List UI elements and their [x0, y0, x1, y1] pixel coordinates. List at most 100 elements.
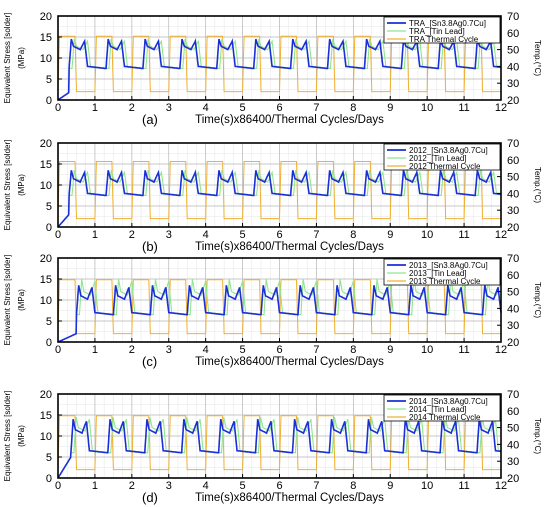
x-tick-label: 4 — [203, 480, 209, 492]
y2-tick-label: 70 — [507, 138, 519, 150]
x-tick-label: 7 — [313, 344, 319, 356]
legend-entry: 2014 Thermal Cycle — [409, 413, 481, 422]
y-tick-label: 0 — [46, 337, 52, 349]
x-tick-label: 5 — [240, 480, 246, 492]
y-tick-label: 20 — [40, 253, 52, 265]
legend-entry: 2014_[Tin Lead] — [409, 405, 467, 414]
x-axis-title: Time(s)x86400/Thermal Cycles/Days — [195, 241, 384, 253]
y-tick-label: 10 — [40, 180, 52, 192]
y-tick-label: 15 — [40, 274, 52, 286]
legend-entry: 2012 Thermal Cycle — [409, 162, 481, 171]
x-tick-label: 12 — [495, 344, 507, 356]
x-tick-label: 7 — [313, 480, 319, 492]
x-tick-label: 3 — [166, 102, 172, 114]
y2-axis-title: Temp.(°C) — [533, 40, 542, 76]
chart-panel-3: 0 1 2 3 4 5 6 7 8 9 10 11 1205101520203040506070Equi… — [3, 253, 542, 369]
legend-entry: TRA Thermal Cycle — [409, 35, 479, 44]
panel-label: (d) — [142, 490, 158, 505]
y2-tick-label: 70 — [507, 389, 519, 401]
x-tick-label: 10 — [421, 229, 433, 241]
y-axis-title: Equivalent Stress [solder] — [3, 391, 12, 482]
x-axis-title: Time(s)x86400/Thermal Cycles/Days — [195, 114, 384, 126]
x-tick-label: 9 — [387, 480, 393, 492]
x-tick-label: 6 — [276, 229, 282, 241]
x-tick-label: 5 — [240, 102, 246, 114]
y-tick-label: 15 — [40, 410, 52, 422]
y2-tick-label: 20 — [507, 473, 519, 485]
chart-panel-1: 0 1 2 3 4 5 6 7 8 9 10 11 1205101520203040506070Equi… — [3, 11, 542, 127]
x-tick-label: 7 — [313, 102, 319, 114]
y2-tick-label: 20 — [507, 337, 519, 349]
y-axis-unit: (MPa) — [17, 174, 26, 196]
x-tick-label: 1 — [92, 102, 98, 114]
series-line-2014-thermal-cycle — [57, 415, 501, 471]
legend-entry: 2013_[Tin Lead] — [409, 269, 467, 278]
y-tick-label: 5 — [46, 316, 52, 328]
x-tick-label: 8 — [350, 229, 356, 241]
y-tick-label: 0 — [46, 473, 52, 485]
y-axis-title: Equivalent Stress [solder] — [3, 13, 12, 104]
x-tick-label: 2 — [129, 344, 135, 356]
x-tick-label: 11 — [458, 229, 469, 241]
x-tick-label: 8 — [350, 344, 356, 356]
y-axis-title: Equivalent Stress [solder] — [3, 140, 12, 231]
x-tick-label: 11 — [458, 344, 469, 356]
y-tick-label: 20 — [40, 138, 52, 150]
x-tick-label: 2 — [129, 229, 135, 241]
series-line-2012-thermal-cycle — [57, 161, 501, 220]
y2-axis-title: Temp.(°C) — [533, 167, 542, 203]
x-tick-label: 12 — [495, 480, 507, 492]
x-tick-label: 12 — [495, 229, 507, 241]
x-tick-label: 3 — [166, 229, 172, 241]
y-tick-label: 10 — [40, 431, 52, 443]
legend: 2014_[Sn3.8Ag0.7Cu]2014_[Tin Lead]2014 T… — [383, 394, 501, 422]
y2-tick-label: 60 — [507, 28, 519, 40]
y2-tick-label: 30 — [507, 320, 519, 332]
legend-entry: 2013_[Sn3.8Ag0.7Cu] — [409, 261, 488, 270]
x-tick-label: 2 — [129, 102, 135, 114]
panel-label: (a) — [142, 112, 158, 127]
x-tick-label: 1 — [92, 344, 98, 356]
x-tick-label: 6 — [276, 480, 282, 492]
legend-entry: TRA_[Tin Lead] — [409, 27, 465, 36]
x-tick-label: 1 — [92, 229, 98, 241]
y2-tick-label: 70 — [507, 11, 519, 23]
y2-tick-label: 50 — [507, 287, 519, 299]
x-tick-label: 11 — [458, 480, 469, 492]
x-tick-label: 2 — [129, 480, 135, 492]
y-tick-label: 5 — [46, 452, 52, 464]
x-tick-label: 6 — [276, 344, 282, 356]
series-line-tra-sn3-8ag0-7cu- — [57, 38, 501, 101]
legend-entry: 2012_[Sn3.8Ag0.7Cu] — [409, 146, 488, 155]
y-tick-label: 0 — [46, 222, 52, 234]
y-axis-title: Equivalent Stress [solder] — [3, 255, 12, 346]
y-tick-label: 15 — [40, 159, 52, 171]
x-tick-label: 8 — [350, 480, 356, 492]
y2-tick-label: 20 — [507, 95, 519, 107]
x-tick-label: 3 — [166, 344, 172, 356]
x-tick-label: 5 — [240, 344, 246, 356]
x-tick-label: 0 — [55, 102, 61, 114]
series-line-2014-sn3-8ag0-7cu- — [57, 419, 501, 479]
x-tick-label: 4 — [203, 229, 209, 241]
y2-tick-label: 40 — [507, 61, 519, 73]
y-axis-unit: (MPa) — [17, 289, 26, 311]
y2-tick-label: 60 — [507, 406, 519, 418]
y-tick-label: 10 — [40, 295, 52, 307]
series-line-2013-thermal-cycle — [57, 279, 501, 335]
x-tick-label: 10 — [421, 102, 433, 114]
y2-tick-label: 40 — [507, 303, 519, 315]
y2-tick-label: 40 — [507, 439, 519, 451]
y2-tick-label: 30 — [507, 205, 519, 217]
y-tick-label: 20 — [40, 11, 52, 23]
legend: 2012_[Sn3.8Ag0.7Cu]2012_[Tin Lead]2012 T… — [383, 143, 501, 171]
legend: TRA_[Sn3.8Ag0.7Cu]TRA_[Tin Lead]TRA Ther… — [383, 16, 501, 44]
x-tick-label: 0 — [55, 229, 61, 241]
y-tick-label: 5 — [46, 74, 52, 86]
x-tick-label: 1 — [92, 480, 98, 492]
y-tick-label: 15 — [40, 32, 52, 44]
x-tick-label: 11 — [458, 102, 469, 114]
x-tick-label: 3 — [166, 480, 172, 492]
y-tick-label: 20 — [40, 389, 52, 401]
